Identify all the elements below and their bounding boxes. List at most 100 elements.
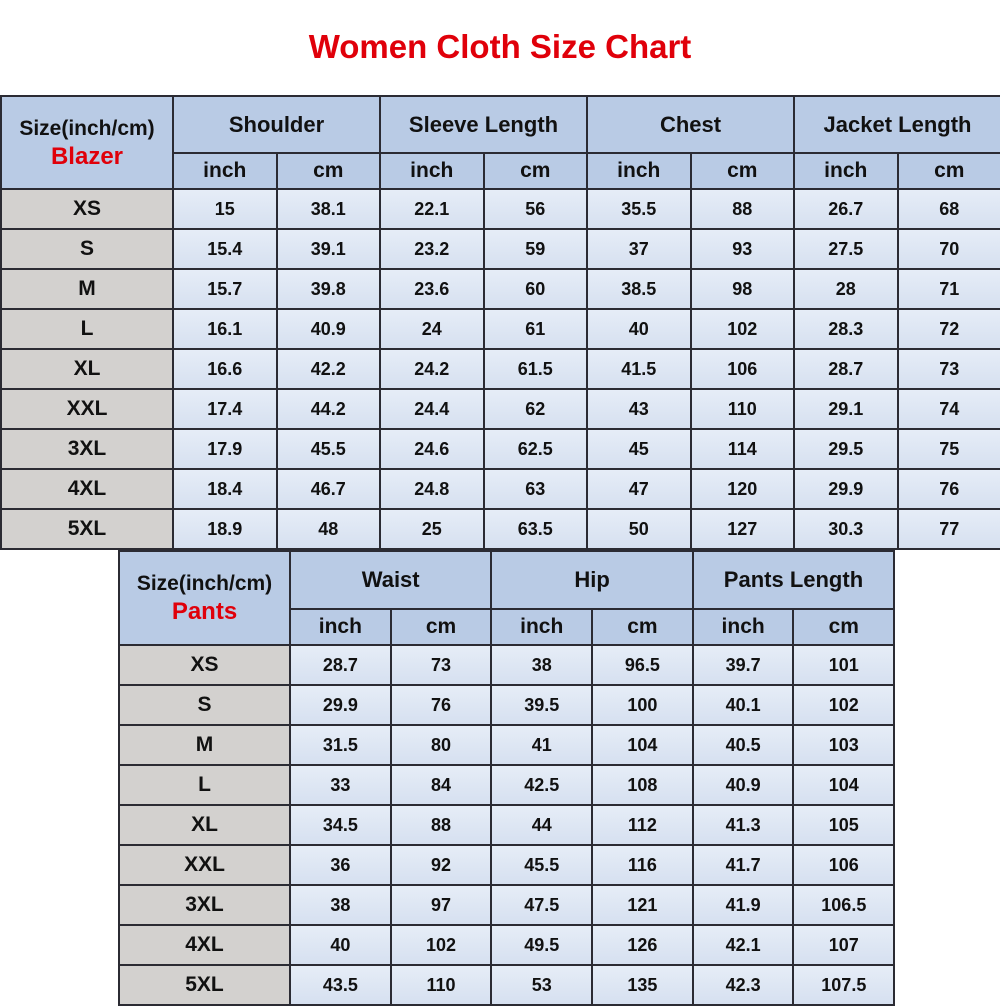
value-cell: 102 — [691, 309, 795, 349]
value-cell: 47.5 — [491, 885, 592, 925]
value-cell: 29.9 — [290, 685, 391, 725]
value-cell: 47 — [587, 469, 691, 509]
size-cell: 4XL — [1, 469, 173, 509]
unit-header: cm — [391, 609, 492, 645]
value-cell: 114 — [691, 429, 795, 469]
value-cell: 74 — [898, 389, 1000, 429]
value-cell: 72 — [898, 309, 1000, 349]
value-cell: 61 — [484, 309, 588, 349]
size-cell: XXL — [119, 845, 290, 885]
size-cell: M — [119, 725, 290, 765]
value-cell: 110 — [691, 389, 795, 429]
value-cell: 104 — [793, 765, 894, 805]
value-cell: 56 — [484, 189, 588, 229]
value-cell: 59 — [484, 229, 588, 269]
value-cell: 15.4 — [173, 229, 277, 269]
value-cell: 97 — [391, 885, 492, 925]
value-cell: 96.5 — [592, 645, 693, 685]
value-cell: 33 — [290, 765, 391, 805]
value-cell: 28.3 — [794, 309, 898, 349]
size-cell: 3XL — [1, 429, 173, 469]
measurement-header: Jacket Length — [794, 96, 1000, 153]
value-cell: 42.5 — [491, 765, 592, 805]
value-cell: 16.1 — [173, 309, 277, 349]
unit-header: cm — [484, 153, 588, 189]
measurement-header: Shoulder — [173, 96, 380, 153]
value-cell: 40 — [290, 925, 391, 965]
value-cell: 24 — [380, 309, 484, 349]
size-cell: XS — [119, 645, 290, 685]
unit-header: cm — [277, 153, 381, 189]
value-cell: 41.9 — [693, 885, 794, 925]
size-header: Size(inch/cm)Blazer — [1, 96, 173, 189]
category-label: Blazer — [2, 143, 172, 171]
value-cell: 105 — [793, 805, 894, 845]
value-cell: 24.8 — [380, 469, 484, 509]
value-cell: 75 — [898, 429, 1000, 469]
size-cell: 5XL — [119, 965, 290, 1005]
value-cell: 126 — [592, 925, 693, 965]
measurement-header: Sleeve Length — [380, 96, 587, 153]
value-cell: 68 — [898, 189, 1000, 229]
unit-header: inch — [794, 153, 898, 189]
value-cell: 44 — [491, 805, 592, 845]
value-cell: 23.2 — [380, 229, 484, 269]
unit-header: cm — [793, 609, 894, 645]
value-cell: 28.7 — [290, 645, 391, 685]
value-cell: 112 — [592, 805, 693, 845]
value-cell: 76 — [898, 469, 1000, 509]
size-unit-label: Size(inch/cm) — [137, 572, 272, 595]
value-cell: 88 — [391, 805, 492, 845]
value-cell: 39.1 — [277, 229, 381, 269]
value-cell: 17.4 — [173, 389, 277, 429]
value-cell: 77 — [898, 509, 1000, 549]
size-cell: 4XL — [119, 925, 290, 965]
value-cell: 30.3 — [794, 509, 898, 549]
value-cell: 27.5 — [794, 229, 898, 269]
value-cell: 40.9 — [277, 309, 381, 349]
value-cell: 25 — [380, 509, 484, 549]
value-cell: 24.6 — [380, 429, 484, 469]
value-cell: 17.9 — [173, 429, 277, 469]
value-cell: 120 — [691, 469, 795, 509]
value-cell: 62.5 — [484, 429, 588, 469]
value-cell: 49.5 — [491, 925, 592, 965]
value-cell: 121 — [592, 885, 693, 925]
value-cell: 24.4 — [380, 389, 484, 429]
value-cell: 88 — [691, 189, 795, 229]
value-cell: 98 — [691, 269, 795, 309]
unit-header: cm — [691, 153, 795, 189]
value-cell: 73 — [391, 645, 492, 685]
value-cell: 60 — [484, 269, 588, 309]
size-cell: M — [1, 269, 173, 309]
size-header: Size(inch/cm)Pants — [119, 551, 290, 645]
size-cell: XS — [1, 189, 173, 229]
value-cell: 28 — [794, 269, 898, 309]
value-cell: 40 — [587, 309, 691, 349]
value-cell: 63.5 — [484, 509, 588, 549]
measurement-header: Chest — [587, 96, 794, 153]
value-cell: 102 — [793, 685, 894, 725]
chart-title: Women Cloth Size Chart — [0, 28, 1000, 66]
value-cell: 40.5 — [693, 725, 794, 765]
value-cell: 106 — [793, 845, 894, 885]
value-cell: 106.5 — [793, 885, 894, 925]
value-cell: 43.5 — [290, 965, 391, 1005]
value-cell: 76 — [391, 685, 492, 725]
unit-header: cm — [592, 609, 693, 645]
value-cell: 110 — [391, 965, 492, 1005]
value-cell: 29.9 — [794, 469, 898, 509]
size-cell: S — [119, 685, 290, 725]
value-cell: 61.5 — [484, 349, 588, 389]
value-cell: 42.2 — [277, 349, 381, 389]
